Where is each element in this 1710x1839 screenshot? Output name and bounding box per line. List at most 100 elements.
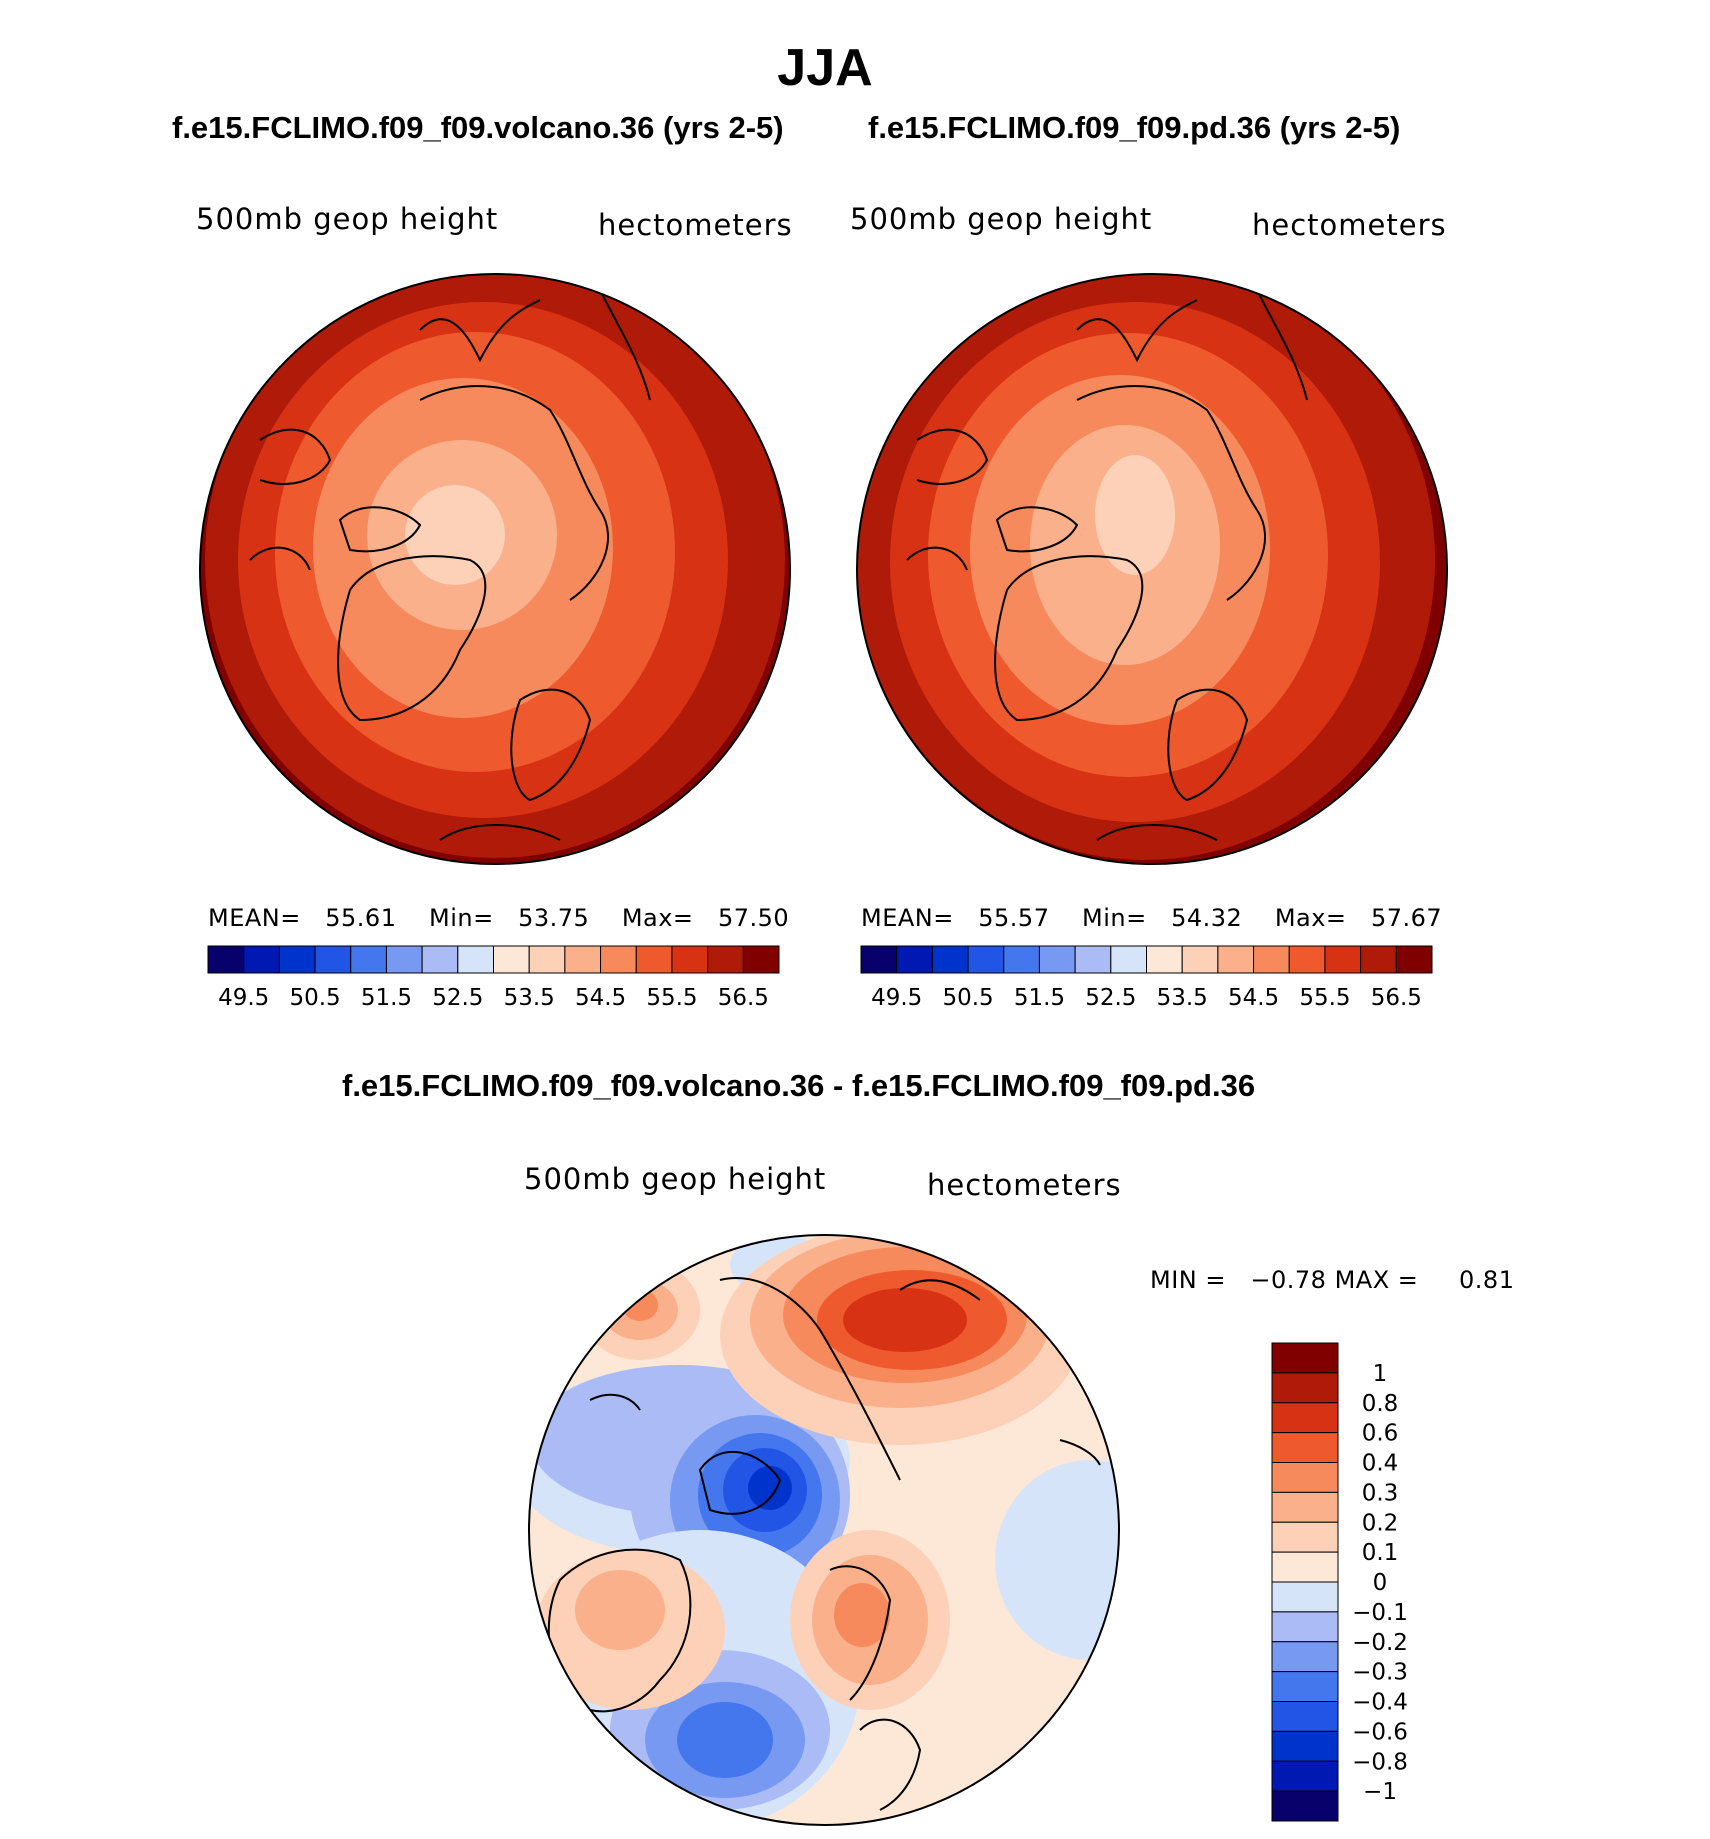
colorbar-tick-label: 0.1	[1362, 1540, 1399, 1566]
colorbar-swatch	[493, 945, 530, 974]
colorbar-swatch	[1038, 945, 1076, 974]
colorbar-tick-label: 54.5	[575, 985, 626, 1011]
colorbar-tick-label: 50.5	[289, 985, 340, 1011]
colorbar-tick-label: 49.5	[218, 985, 269, 1011]
colorbar-swatch	[385, 945, 423, 974]
colorbar-swatch	[350, 945, 387, 974]
colorbar-swatch	[635, 945, 673, 974]
max-value: 0.81	[1459, 1266, 1515, 1294]
colorbar-tick-label: 51.5	[1014, 985, 1065, 1011]
colorbar-swatch	[896, 945, 933, 974]
colorbar-swatch	[1217, 945, 1255, 974]
colorbar-swatch	[207, 945, 245, 974]
min-value: −0.78	[1250, 1266, 1327, 1294]
colorbar-swatch	[1181, 945, 1219, 974]
colorbar-swatch	[1003, 945, 1040, 974]
colorbar-swatch	[1271, 1671, 1339, 1702]
colorbar-tick-label: −0.8	[1352, 1749, 1408, 1775]
units-label-difference: hectometers	[927, 1168, 1122, 1202]
colorbar-swatch	[1074, 945, 1112, 974]
polar-map-volcano	[199, 273, 791, 865]
map-boundary	[856, 273, 1448, 865]
colorbar-tick-label: −0.6	[1352, 1719, 1408, 1745]
colorbar-tick-label: −0.2	[1352, 1630, 1408, 1656]
colorbar-tick-label: 50.5	[942, 985, 993, 1011]
colorbar-swatch	[421, 945, 459, 974]
coastlines	[906, 289, 1308, 841]
colorbar-swatch	[1271, 1342, 1339, 1374]
min-value: 54.32	[1171, 904, 1243, 932]
colorbar-pd: 49.5 50.5 51.5 52.5 53.5 54.5 55.5 56.5	[860, 945, 1433, 1011]
stats-pd: MEAN= 55.57 Min= 54.32 Max= 57.67	[861, 904, 1442, 932]
colorbar-tick-label: 56.5	[1371, 985, 1422, 1011]
colorbar-tick-label: 0.6	[1362, 1421, 1399, 1447]
colorbar-swatch	[1271, 1760, 1339, 1792]
colorbar-swatch	[314, 945, 352, 974]
colorbar-swatch	[1271, 1402, 1339, 1434]
panel-title-pd: f.e15.FCLIMO.f09_f09.pd.36 (yrs 2-5)	[868, 110, 1401, 145]
colorbar-swatch	[707, 945, 744, 974]
panel-title-volcano: f.e15.FCLIMO.f09_f09.volcano.36 (yrs 2-5…	[172, 110, 784, 145]
colorbar-swatch	[1395, 945, 1433, 974]
colorbar-tick-label: −1	[1363, 1779, 1397, 1805]
colorbar-swatch	[564, 945, 602, 974]
colorbar-swatch	[1271, 1730, 1339, 1762]
contour-fill	[529, 1235, 1119, 1825]
colorbar-swatch	[1271, 1491, 1339, 1523]
mean-label: MEAN=	[861, 904, 954, 932]
colorbar-difference: 1 0.8 0.6 0.4 0.3 0.2 0.1 0 −0.1 −0.2 −0.3 −0.4 −0.6…	[1271, 1342, 1408, 1822]
colorbar-volcano: 49.5 50.5 51.5 52.5 53.5 54.5 55.5 56.5	[207, 945, 780, 1011]
colorbar-tick-label: 0.2	[1362, 1510, 1399, 1536]
colorbar-swatch	[1271, 1701, 1339, 1732]
colorbar-swatch	[457, 945, 494, 974]
colorbar-tick-label: 1	[1373, 1361, 1388, 1387]
colorbar-tick-label: −0.4	[1352, 1690, 1408, 1716]
colorbar-swatch	[860, 945, 898, 974]
contour-fill	[200, 274, 790, 864]
colorbar-swatch	[967, 945, 1005, 974]
colorbar-tick-label: 53.5	[1157, 985, 1208, 1011]
mean-value: 55.61	[325, 904, 397, 932]
colorbar-swatch	[1271, 1462, 1339, 1493]
colorbar-tick-label: 49.5	[871, 985, 922, 1011]
coastlines	[249, 289, 651, 841]
max-label: Max=	[1274, 904, 1347, 932]
colorbar-swatch	[1146, 945, 1183, 974]
units-label-pd: hectometers	[1252, 208, 1447, 242]
colorbar-swatch	[1271, 1551, 1339, 1583]
colorbar-swatch	[1271, 1581, 1339, 1613]
colorbar-tick-label: 0.4	[1362, 1451, 1399, 1477]
map-boundary	[528, 1234, 1120, 1826]
figure-title: JJA	[777, 39, 873, 97]
colorbar-swatch	[931, 945, 969, 974]
colorbar-swatch	[1360, 945, 1397, 974]
colorbar-tick-label: −0.3	[1352, 1660, 1408, 1686]
colorbar-swatch	[243, 945, 280, 974]
colorbar-swatch	[1324, 945, 1362, 974]
mean-value: 55.57	[978, 904, 1050, 932]
colorbar-swatch	[1271, 1432, 1339, 1463]
colorbar-swatch	[1271, 1372, 1339, 1404]
mean-label: MEAN=	[208, 904, 301, 932]
colorbar-swatch	[528, 945, 566, 974]
colorbar-swatch	[742, 945, 780, 974]
variable-label-difference: 500mb geop height	[524, 1162, 827, 1196]
colorbar-swatch	[1271, 1790, 1339, 1822]
min-label: Min=	[1081, 904, 1147, 932]
colorbar-swatch	[1271, 1641, 1339, 1673]
colorbar-swatch	[1271, 1521, 1339, 1553]
units-label-volcano: hectometers	[598, 208, 793, 242]
colorbar-tick-label: 52.5	[1085, 985, 1136, 1011]
colorbar-swatch	[278, 945, 316, 974]
max-label: Max=	[621, 904, 694, 932]
colorbar-swatch	[1253, 945, 1290, 974]
contour-fill	[857, 274, 1447, 864]
colorbar-tick-label: 56.5	[718, 985, 769, 1011]
colorbar-tick-label: 53.5	[504, 985, 555, 1011]
colorbar-tick-label: 52.5	[432, 985, 483, 1011]
min-label: Min=	[428, 904, 494, 932]
colorbar-tick-label: 0.3	[1362, 1480, 1399, 1506]
max-label: MAX =	[1334, 1266, 1419, 1294]
polar-map-pd	[856, 273, 1448, 865]
colorbar-tick-label: 51.5	[361, 985, 412, 1011]
